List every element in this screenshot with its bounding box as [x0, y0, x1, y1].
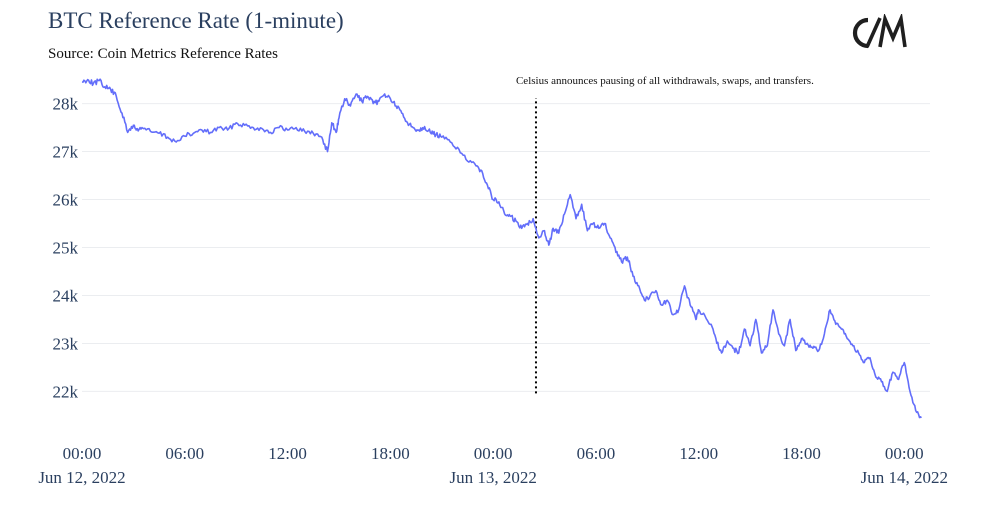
y-tick-label: 23k [53, 334, 79, 353]
event-annotation: Celsius announces pausing of all withdra… [516, 75, 814, 394]
y-tick-label: 28k [53, 95, 79, 114]
x-tick-date-label: Jun 14, 2022 [861, 468, 948, 487]
y-gridlines [82, 103, 930, 392]
x-tick-label: 18:00 [782, 444, 821, 463]
y-tick-label: 26k [53, 191, 79, 210]
btc-price-line [81, 78, 922, 419]
x-tick-label: 00:00 [63, 444, 102, 463]
x-tick-date-label: Jun 12, 2022 [38, 468, 125, 487]
y-tick-label: 22k [53, 382, 79, 401]
x-tick-label: 00:00 [885, 444, 924, 463]
y-tick-label: 24k [53, 286, 79, 305]
logo-mark [852, 12, 907, 49]
x-tick-date-label: Jun 13, 2022 [449, 468, 536, 487]
x-tick-label: 00:00 [474, 444, 513, 463]
x-tick-label: 18:00 [371, 444, 410, 463]
x-tick-label: 06:00 [577, 444, 616, 463]
x-tick-label: 06:00 [165, 444, 204, 463]
chart-subtitle: Source: Coin Metrics Reference Rates [48, 46, 278, 62]
x-axis-ticks: 00:00 Jun 12, 2022 06:00 12:00 18:00 00:00 Jun… [38, 444, 948, 487]
chart-title: BTC Reference Rate (1-minute) [48, 8, 344, 33]
y-tick-label: 27k [53, 143, 79, 162]
x-tick-label: 12:00 [268, 444, 307, 463]
annotation-text: Celsius announces pausing of all withdra… [516, 75, 814, 87]
y-tick-label: 25k [53, 239, 79, 258]
coin-metrics-logo-icon [848, 12, 908, 57]
y-axis-ticks: 22k 23k 24k 25k 26k 27k 28k [53, 95, 79, 402]
x-tick-label: 12:00 [679, 444, 718, 463]
